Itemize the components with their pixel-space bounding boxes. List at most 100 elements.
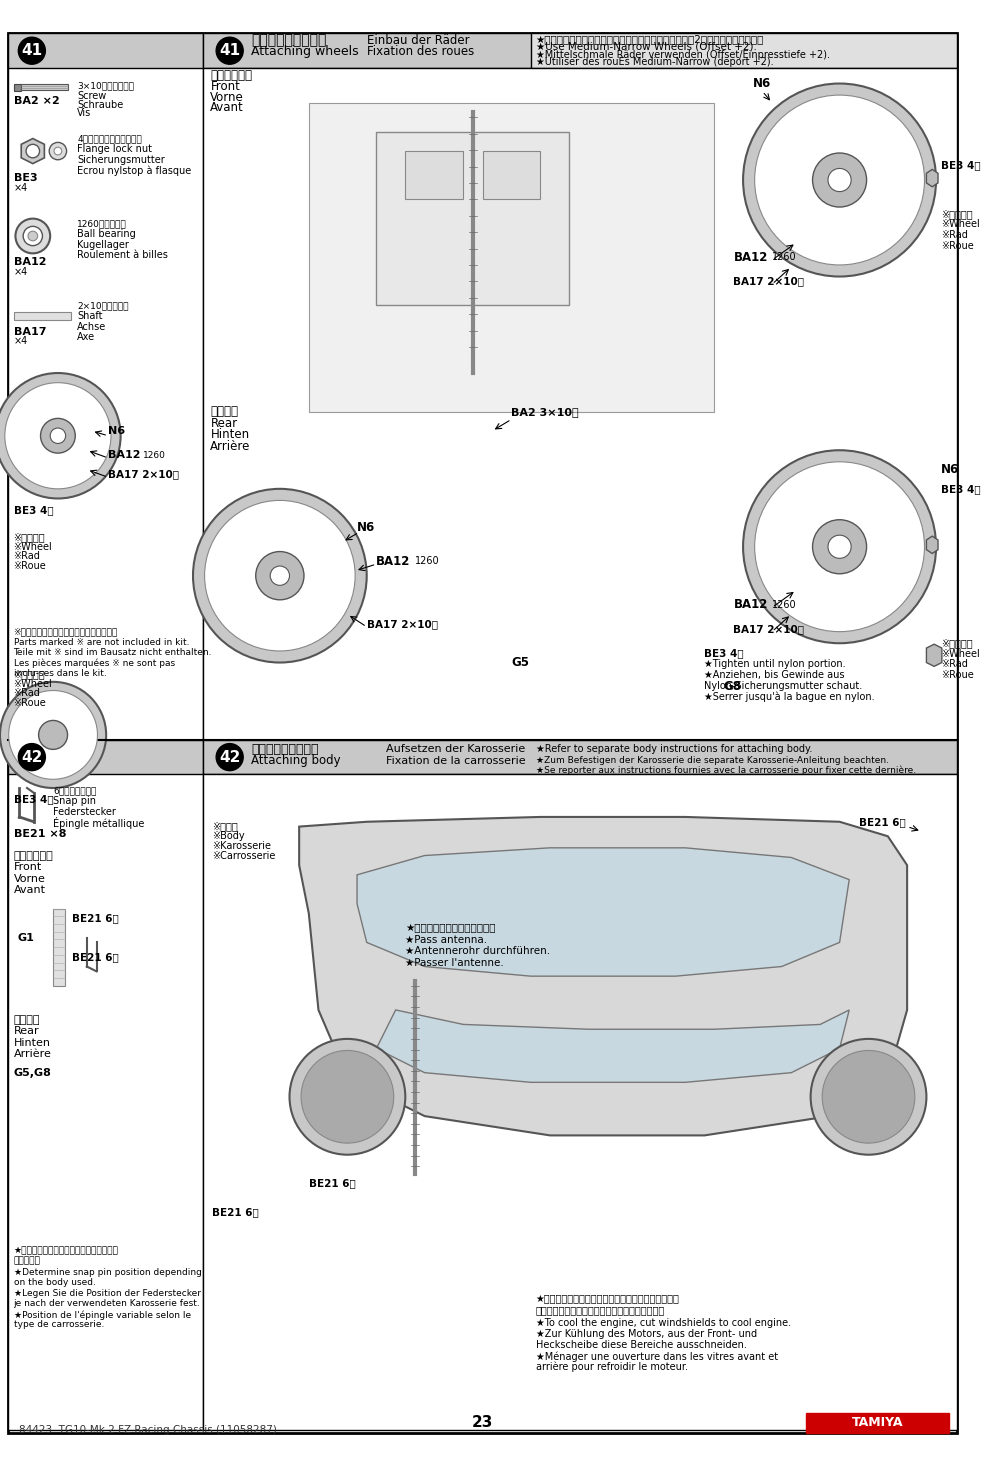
Text: ※Wheel: ※Wheel bbox=[941, 220, 980, 230]
Text: BE3 4㎜: BE3 4㎜ bbox=[14, 505, 53, 516]
Circle shape bbox=[18, 37, 45, 64]
Text: ※Rad: ※Rad bbox=[941, 230, 968, 240]
Text: ※ホイール: ※ホイール bbox=[941, 639, 973, 648]
Polygon shape bbox=[21, 139, 44, 164]
Text: Attaching wheels: Attaching wheels bbox=[251, 45, 359, 59]
Text: BE3 4㎜: BE3 4㎜ bbox=[941, 483, 981, 494]
Text: Schraube: Schraube bbox=[77, 100, 123, 110]
Text: Avant: Avant bbox=[210, 101, 244, 114]
Circle shape bbox=[755, 95, 924, 265]
Text: BE21 ×8: BE21 ×8 bbox=[14, 829, 66, 839]
Text: 《リヤ》: 《リヤ》 bbox=[14, 1015, 40, 1024]
Text: ※Rad: ※Rad bbox=[941, 659, 968, 670]
Polygon shape bbox=[926, 170, 938, 186]
Text: Sicherungsmutter: Sicherungsmutter bbox=[77, 155, 165, 164]
Text: ※Roue: ※Roue bbox=[14, 697, 46, 708]
Text: ★Serrer jusqu'à la bague en nylon.: ★Serrer jusqu'à la bague en nylon. bbox=[704, 691, 875, 702]
Text: 1260ベアリング: 1260ベアリング bbox=[77, 218, 127, 229]
Circle shape bbox=[54, 146, 62, 155]
Text: ★Legen Sie die Position der Federstecker: ★Legen Sie die Position der Federstecker bbox=[14, 1289, 201, 1298]
Text: Attaching body: Attaching body bbox=[251, 754, 341, 768]
Text: Ecrou nylstop à flasque: Ecrou nylstop à flasque bbox=[77, 166, 191, 176]
Polygon shape bbox=[926, 536, 938, 554]
Text: ×4: ×4 bbox=[14, 183, 28, 193]
Text: ※の部品はキットには含まれていません。: ※の部品はキットには含まれていません。 bbox=[14, 627, 118, 636]
Circle shape bbox=[743, 84, 936, 277]
Text: 1260: 1260 bbox=[143, 451, 166, 460]
Text: 41: 41 bbox=[21, 42, 42, 59]
Bar bbox=[531, 34, 957, 67]
Text: ★Refer to separate body instructions for attaching body.: ★Refer to separate body instructions for… bbox=[536, 744, 812, 754]
Text: BE21 6㎜: BE21 6㎜ bbox=[212, 1207, 259, 1217]
Text: ※Roue: ※Roue bbox=[14, 561, 46, 571]
Bar bbox=[53, 908, 65, 986]
Text: BE3: BE3 bbox=[14, 173, 37, 183]
Text: BE21 6㎜: BE21 6㎜ bbox=[309, 1179, 356, 1188]
Text: 42: 42 bbox=[21, 750, 43, 765]
Text: Heckscheibe diese Bereiche ausschneiden.: Heckscheibe diese Bereiche ausschneiden. bbox=[536, 1340, 746, 1349]
Text: ※ホイール: ※ホイール bbox=[14, 532, 45, 542]
Text: ×4: ×4 bbox=[14, 267, 28, 277]
Text: 41: 41 bbox=[219, 42, 240, 59]
Text: arrière pour refroidir le moteur.: arrière pour refroidir le moteur. bbox=[536, 1362, 688, 1373]
Text: G1: G1 bbox=[17, 933, 34, 942]
Circle shape bbox=[23, 227, 42, 246]
Text: ★Zur Kühlung des Motors, aus der Front- und: ★Zur Kühlung des Motors, aus der Front- … bbox=[536, 1329, 757, 1339]
Text: Teile mit ※ sind im Bausatz nicht enthalten.: Teile mit ※ sind im Bausatz nicht enthal… bbox=[14, 649, 212, 658]
Bar bbox=[203, 740, 957, 775]
Text: ※Karosserie: ※Karosserie bbox=[212, 841, 271, 851]
Text: ※ホイール: ※ホイール bbox=[14, 670, 45, 680]
Circle shape bbox=[828, 168, 851, 192]
Text: ※Rad: ※Rad bbox=[14, 689, 40, 699]
Text: ※Wheel: ※Wheel bbox=[14, 678, 52, 689]
Circle shape bbox=[216, 37, 243, 64]
Bar bbox=[309, 103, 714, 412]
Text: Aufsetzen der Karosserie: Aufsetzen der Karosserie bbox=[386, 744, 525, 754]
Text: ※Wheel: ※Wheel bbox=[14, 542, 52, 552]
Text: Roulement à billes: Roulement à billes bbox=[77, 251, 168, 261]
Text: 1260: 1260 bbox=[772, 599, 797, 609]
Text: ※Rad: ※Rad bbox=[14, 551, 40, 561]
Circle shape bbox=[49, 142, 67, 160]
Text: Flange lock nut: Flange lock nut bbox=[77, 144, 152, 154]
Text: N6: N6 bbox=[941, 463, 959, 476]
Circle shape bbox=[41, 419, 75, 453]
Text: on the body used.: on the body used. bbox=[14, 1277, 95, 1286]
Text: BE3 4㎜: BE3 4㎜ bbox=[704, 648, 744, 658]
Bar bbox=[203, 775, 957, 1430]
Polygon shape bbox=[926, 645, 942, 667]
Text: 《フロント》: 《フロント》 bbox=[14, 851, 53, 860]
Text: Federstecker: Federstecker bbox=[53, 807, 116, 817]
Text: 42: 42 bbox=[219, 750, 240, 765]
Polygon shape bbox=[376, 1009, 849, 1083]
Text: Vorne: Vorne bbox=[210, 91, 244, 104]
Circle shape bbox=[290, 1039, 405, 1154]
Text: Nylon-Sicherungsmutter schaut.: Nylon-Sicherungsmutter schaut. bbox=[704, 681, 863, 690]
Text: ※Roue: ※Roue bbox=[941, 240, 974, 251]
Text: ウインドウ部分にあけることをおすすめします。: ウインドウ部分にあけることをおすすめします。 bbox=[536, 1305, 665, 1316]
Text: BA12: BA12 bbox=[108, 450, 141, 460]
Text: ★Determine snap pin position depending: ★Determine snap pin position depending bbox=[14, 1267, 201, 1277]
Bar bbox=[806, 1414, 949, 1433]
Text: BE21 6㎜: BE21 6㎜ bbox=[859, 817, 906, 826]
Bar bbox=[14, 84, 21, 91]
Text: G5: G5 bbox=[511, 656, 529, 670]
Text: Fixation des roues: Fixation des roues bbox=[367, 45, 474, 59]
Text: je nach der verwendeten Karosserie fest.: je nach der verwendeten Karosserie fest. bbox=[14, 1299, 200, 1308]
Circle shape bbox=[743, 450, 936, 643]
Text: ★Mittelschmale Räder verwenden (Offset/Einpresstiefe +2).: ★Mittelschmale Räder verwenden (Offset/E… bbox=[536, 50, 830, 60]
Text: BA12: BA12 bbox=[733, 598, 768, 611]
Text: Vis: Vis bbox=[77, 108, 91, 119]
Text: ★スナップピンの位置はボディによって真: ★スナップピンの位置はボディによって真 bbox=[14, 1247, 118, 1256]
Text: Einbau der Räder: Einbau der Räder bbox=[367, 34, 469, 47]
Bar bbox=[203, 34, 957, 67]
Bar bbox=[8, 34, 203, 67]
Text: N6: N6 bbox=[108, 426, 125, 437]
Text: N6: N6 bbox=[753, 78, 771, 89]
Circle shape bbox=[193, 489, 367, 662]
Bar bbox=[21, 85, 68, 91]
Text: Épingle métallique: Épingle métallique bbox=[53, 816, 144, 829]
Text: BA17 2×10㎜: BA17 2×10㎜ bbox=[108, 469, 179, 479]
Bar bbox=[8, 740, 203, 1430]
Circle shape bbox=[256, 551, 304, 599]
